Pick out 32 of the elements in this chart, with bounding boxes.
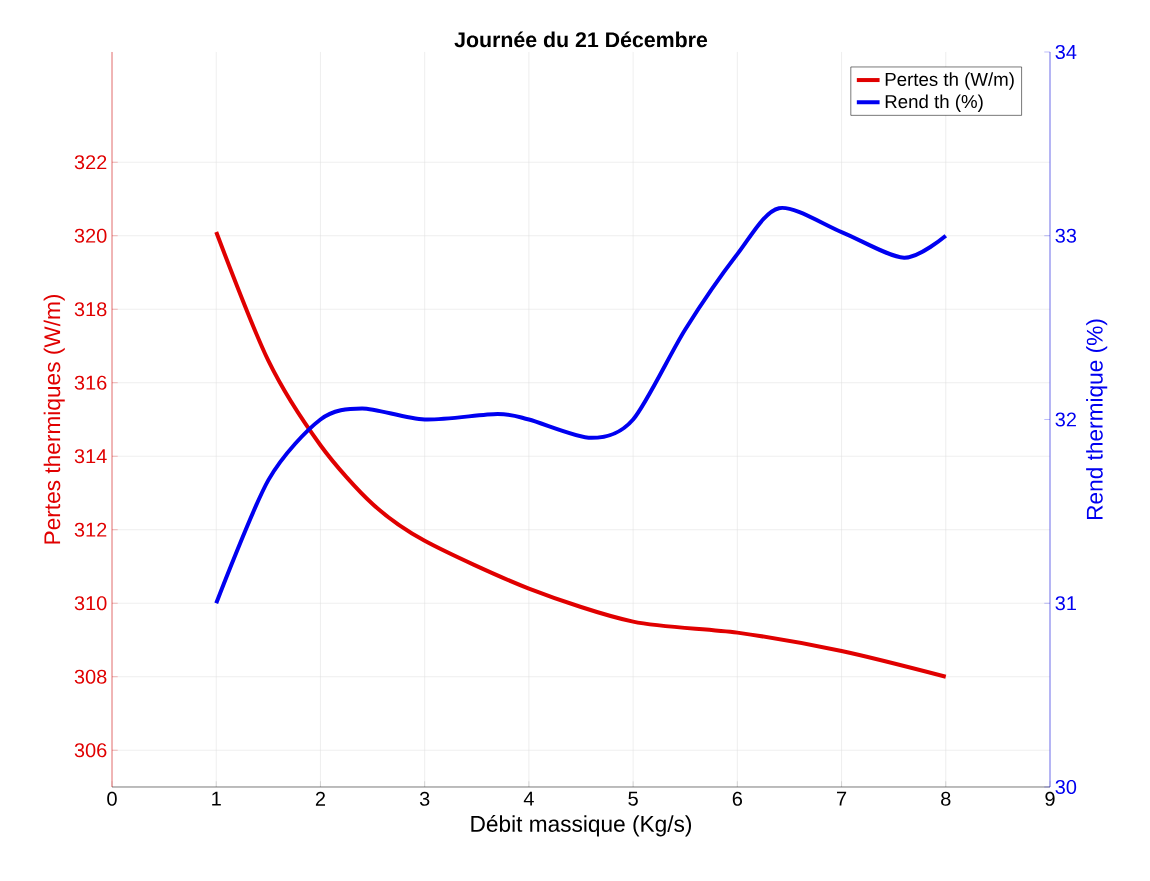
x-tick-label: 2 <box>315 791 326 806</box>
y-tick-label: 316 <box>74 375 107 390</box>
y-axis-title: Pertes thermiques (W/m) <box>43 294 65 544</box>
y-tick-label: 310 <box>74 596 107 611</box>
y-tick-label: 314 <box>74 449 107 464</box>
x-tick-label: 3 <box>419 791 430 806</box>
legend-label: Rend th (%) <box>885 94 983 112</box>
x-tick-label: 0 <box>107 791 117 806</box>
x-tick-label: 7 <box>837 791 847 806</box>
y2-tick-label: 33 <box>1055 228 1077 243</box>
y-tick-label: 320 <box>74 228 107 243</box>
x-tick-label: 6 <box>732 791 743 806</box>
chart-title: Journée du 21 Décembre <box>454 31 708 48</box>
y-tick-label: 322 <box>74 155 107 170</box>
line-series <box>214 206 948 606</box>
y2-tick-label: 34 <box>1055 44 1077 60</box>
y2-tick-label: 32 <box>1055 412 1076 427</box>
legend-label: Pertes th (W/m) <box>885 72 1014 90</box>
y-tick-label: 306 <box>74 743 107 758</box>
x-tick-label: 8 <box>941 791 951 806</box>
y2-tick-label: 31 <box>1055 596 1076 611</box>
x-tick-label: 5 <box>628 791 638 806</box>
y-tick-label: 308 <box>74 669 107 684</box>
line-series <box>214 230 948 679</box>
x-tick-label: 4 <box>523 791 534 806</box>
y2-axis-title: Rend thermique (%) <box>1086 319 1108 520</box>
y-tick-label: 318 <box>74 302 107 317</box>
y2-tick-label: 30 <box>1055 779 1077 795</box>
y-tick-label: 312 <box>74 522 107 537</box>
x-axis-title: Débit massique (Kg/s) <box>471 815 692 837</box>
x-tick-label: 1 <box>212 791 221 806</box>
x-tick-label: 9 <box>1045 791 1055 806</box>
